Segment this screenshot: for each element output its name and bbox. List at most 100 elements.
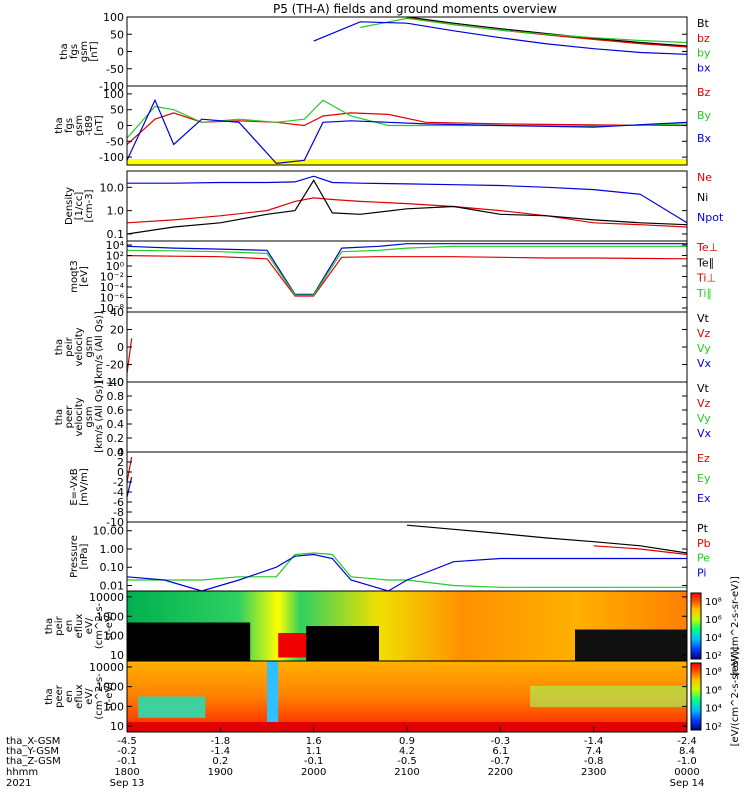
panel-pressure-legend-pe: Pe [697,552,710,565]
panel-pressure-ytick-label: 0.01 [100,580,125,593]
panel-peir-spectrogram-ylabel-line: en [64,620,75,633]
time-axis-value: -1.8 [211,736,231,747]
panel-fgs-t89-ylabel-line: fgs [64,118,75,133]
panel-e-vxb-ytick-label: -8 [113,506,124,519]
time-axis-value: -0.8 [584,756,604,767]
panel-peer-velocity-ylabel-line: gsm [84,406,95,427]
panel-peir-spectrogram-ylabel: tha peir en eflux eV/(cm^2-s-sr-eV) [44,602,115,649]
time-axis-value: 2300 [581,767,606,778]
panel-fgs-t89-ytick-label: -50 [106,135,124,148]
panel-e-vxb-legend-ex: Ex [697,492,711,505]
time-axis-row-label: tha_Z-GSM [6,756,61,767]
time-axis-value: Sep 14 [670,778,705,789]
panel-e-vxb-ytick-label: -6 [113,496,124,509]
panel-peir-spectrogram-colorbar-tick: 10⁶ [705,615,722,626]
panel-peer-spectrogram-colorbar-tick: 10² [705,722,722,733]
panel-peer-spectrogram-colorbar-tick: 10⁴ [705,704,722,715]
panel-peer-velocity-ytick-label: 0.4 [107,418,125,431]
panel-peer-velocity-ytick-label: 0.2 [107,432,125,445]
panel-peer-velocity-legend-vt: Vt [697,382,710,395]
time-axis-value: 1.6 [306,736,322,747]
panel-peir-spectrogram-ylabel-line: eflux [74,614,85,639]
time-axis-value: -1.0 [677,756,697,767]
panel-temperature-legend-te⊥: Te⊥ [696,241,718,254]
panel-e-vxb-legend-ey: Ey [697,472,711,485]
panel-density-legend-ne: Ne [697,171,712,184]
panel-peir-spectrogram-ytick-label: 100 [103,630,124,643]
panel-density-series-blue [127,175,688,224]
panel-peer-spectrogram-ytick-label: 1000 [96,681,124,694]
panel-temperature-ytick-label: 10⁻⁶ [100,292,125,305]
time-axis-value: -0.5 [397,756,417,767]
panel-peer-spectrogram-ytick-label: 10000 [89,661,124,674]
panel-pressure-ylabel-line: [nPa] [79,543,90,569]
ion-spectrogram-void-left [127,622,251,661]
panel-peer-spectrogram-ylabel-line: (cm^2-s- [94,673,105,720]
time-axis-value: 1800 [114,767,139,778]
panel-peir-velocity-ylabel-line: [km/s (All Qs)] [94,311,105,383]
panel-temperature-series-green [126,245,687,296]
panel-fgs-t89-legend-by: By [697,109,712,122]
time-axis-value: -1.4 [211,746,231,757]
panel-peir-spectrogram-colorbar-tick: 10⁴ [705,633,722,644]
time-axis-value: -0.1 [304,756,324,767]
panel-fgs-t89-ylabel-line: gsm [74,115,85,136]
time-axis-value: 1900 [208,767,233,778]
panel-peir-velocity-ytick-label: -40 [106,376,124,389]
ion-spectrogram-void-right [575,629,687,661]
time-axis-value: -4.5 [117,736,137,747]
panel-peir-spectrogram-ylabel-line: peir [54,615,65,635]
panel-peer-velocity-ytick-label: 0.8 [107,390,125,403]
panel-fgs-ytick-label: 100 [103,11,124,24]
time-axis-value: -0.1 [117,756,137,767]
panel-peir-spectrogram-ytick-label: 10000 [89,591,124,604]
time-axis-row-label: tha_X-GSM [6,736,60,747]
panel-fgs-series-green [360,17,688,44]
time-axis-value: 2000 [301,767,326,778]
panel-fgs-ylabel-line: [nT] [89,41,100,61]
panel-pressure-ytick-label: 0.10 [100,561,125,574]
panel-temperature-ytick-label: 10⁻² [100,271,124,284]
panel-density-ylabel-line: Density [64,187,75,225]
panel-peir-spectrogram-colorbar-label: [eV/(cm^2-s-sr-eV)] [730,576,741,676]
time-axis-value: 0.2 [212,756,228,767]
panel-pressure-series-red [593,545,688,556]
panel-pressure-series-green [127,552,687,588]
panel-peer-velocity-ylabel-line: velocity [74,397,85,436]
panel-temperature-legend-ti∥: Ti∥ [696,287,712,300]
time-axis-row-label: 2021 [6,778,31,789]
panel-peer-velocity-legend-vy: Vy [697,412,711,425]
panel-fgs-t89-series-red [126,112,688,145]
time-axis-value: 0000 [674,767,699,778]
time-axis-value: -2.4 [677,736,697,747]
time-axis-value: 6.1 [492,746,508,757]
panel-density-ytick-label: 0.1 [107,228,125,241]
time-axis-value: -0.2 [117,746,137,757]
panel-e-vxb-ytick-label: -10 [106,516,124,529]
time-axis-value: 8.4 [679,746,695,757]
time-axis-value: Sep 13 [110,778,145,789]
panel-peir-velocity-ytick-label: 0 [117,341,124,354]
panel-peer-velocity-legend-vz: Vz [697,397,711,410]
panel-peer-spectrogram-ylabel-line: sr-eV) [104,682,115,711]
panel-peer-spectrogram-colorbar [690,662,702,731]
time-axis-value: -0.3 [491,736,511,747]
panel-peir-spectrogram-colorbar-tick: 10⁸ [705,597,722,608]
panel-peer-spectrogram-ylabel-line: eV/ [84,688,95,705]
panel-e-vxb-series-blue [126,476,133,498]
time-axis-value: -0.7 [491,756,511,767]
panel-peer-spectrogram-ytick-label: 10 [110,720,124,733]
panel-e-vxb-ylabel: E=-VxB [mV/m] [69,468,90,506]
panel-e-vxb-ytick-label: -4 [113,486,124,499]
panel-fgs-t89-ylabel-line: [nT] [94,115,105,135]
panel-peir-spectrogram-colorbar-tick: 10² [705,651,722,662]
panel-peer-velocity-legend-vx: Vx [697,427,712,440]
panel-peir-velocity-ylabel-line: velocity [74,327,85,366]
panel-peir-velocity-legend-vz: Vz [697,327,711,340]
panel-peer-spectrogram-colorbar-tick: 10⁸ [705,667,722,678]
panel-fgs-t89-series-green [126,99,688,139]
panel-density-series-red [126,197,688,228]
panel-fgs-t89-ytick-label: 0 [117,120,124,133]
